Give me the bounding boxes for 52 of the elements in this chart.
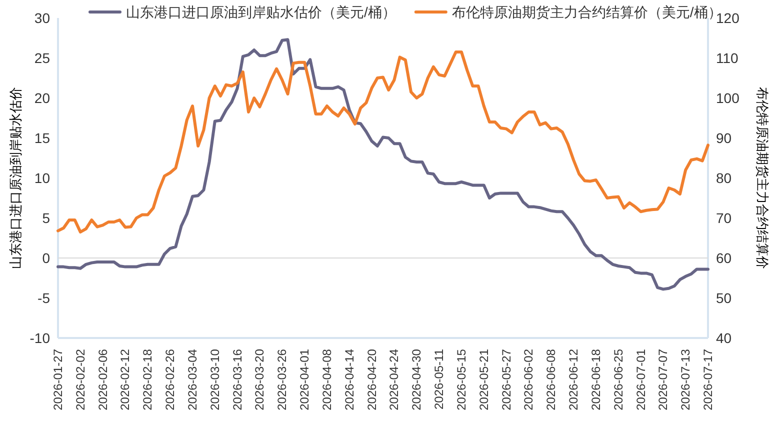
x-tick-label: 2026-03-16 — [230, 348, 244, 410]
y-tick-label: -5 — [38, 290, 50, 306]
y-tick-label: 0 — [42, 250, 50, 266]
x-tick-label: 2026-06-02 — [522, 348, 536, 410]
x-tick-label: 2026-07-07 — [656, 348, 670, 410]
y2-tick-label: 40 — [716, 330, 732, 346]
x-tick-label: 2026-04-14 — [342, 348, 356, 410]
y2-tick-label: 70 — [716, 210, 732, 226]
x-tick-label: 2026-03-04 — [185, 348, 200, 410]
y-tick-label: 30 — [34, 10, 50, 26]
x-tick-label: 2026-02-02 — [73, 348, 88, 410]
x-tick-label: 2026-07-01 — [634, 348, 648, 410]
y2-tick-label: 60 — [716, 250, 732, 266]
y-tick-label: 20 — [34, 90, 50, 106]
x-tick-label: 2026-04-01 — [298, 348, 312, 410]
x-tick-label: 2026-02-26 — [163, 348, 178, 410]
y-tick-label: -10 — [30, 330, 50, 346]
x-tick-label: 2026-06-25 — [611, 348, 626, 410]
y2-axis-title: 布伦特原油期货主力合约结算价 — [755, 87, 770, 269]
line-series — [56, 50, 710, 234]
x-tick-label: 2026-06-08 — [544, 348, 558, 410]
legend-label: 山东港口进口原油到岸贴水估价（美元/桶） — [126, 4, 396, 20]
x-tick-label: 2026-05-21 — [476, 348, 491, 410]
x-tick-label: 2026-02-18 — [140, 348, 155, 410]
x-tick-label: 2026-05-27 — [499, 348, 514, 410]
x-tick-label: 2026-07-13 — [678, 348, 693, 410]
x-tick-label: 2026-04-08 — [320, 348, 334, 410]
x-tick-label: 2026-04-20 — [364, 348, 379, 410]
y2-tick-label: 110 — [716, 50, 739, 66]
y-axis-title: 山东港口进口原油到岸贴水估价 — [8, 87, 23, 269]
x-tick-label: 2026-03-26 — [275, 348, 290, 410]
y2-tick-label: 80 — [716, 170, 732, 186]
x-tick-label: 2026-03-10 — [208, 348, 222, 410]
y-tick-label: 5 — [42, 210, 50, 226]
y2-tick-label: 90 — [716, 130, 732, 146]
y-tick-label: 10 — [34, 170, 50, 186]
y2-tick-label: 50 — [716, 290, 732, 306]
line-series — [56, 38, 710, 291]
x-tick-label: 2026-05-15 — [454, 348, 468, 410]
x-tick-label: 2026-07-17 — [701, 348, 715, 410]
x-tick-label: 2026-01-27 — [51, 348, 65, 410]
x-tick-label: 2026-06-12 — [566, 348, 581, 410]
x-tick-label: 2026-02-12 — [118, 348, 132, 410]
y2-tick-label: 100 — [716, 90, 740, 106]
x-tick-label: 2026-06-18 — [588, 348, 603, 410]
x-tick-label: 2026-05-11 — [432, 348, 446, 410]
x-tick-label: 2026-02-06 — [96, 348, 110, 410]
x-tick-label: 2026-04-30 — [410, 348, 424, 410]
x-tick-label: 2026-04-24 — [387, 348, 402, 410]
y-tick-label: 25 — [34, 50, 50, 66]
x-tick-label: 2026-03-20 — [252, 348, 267, 410]
y-tick-label: 15 — [34, 130, 50, 146]
